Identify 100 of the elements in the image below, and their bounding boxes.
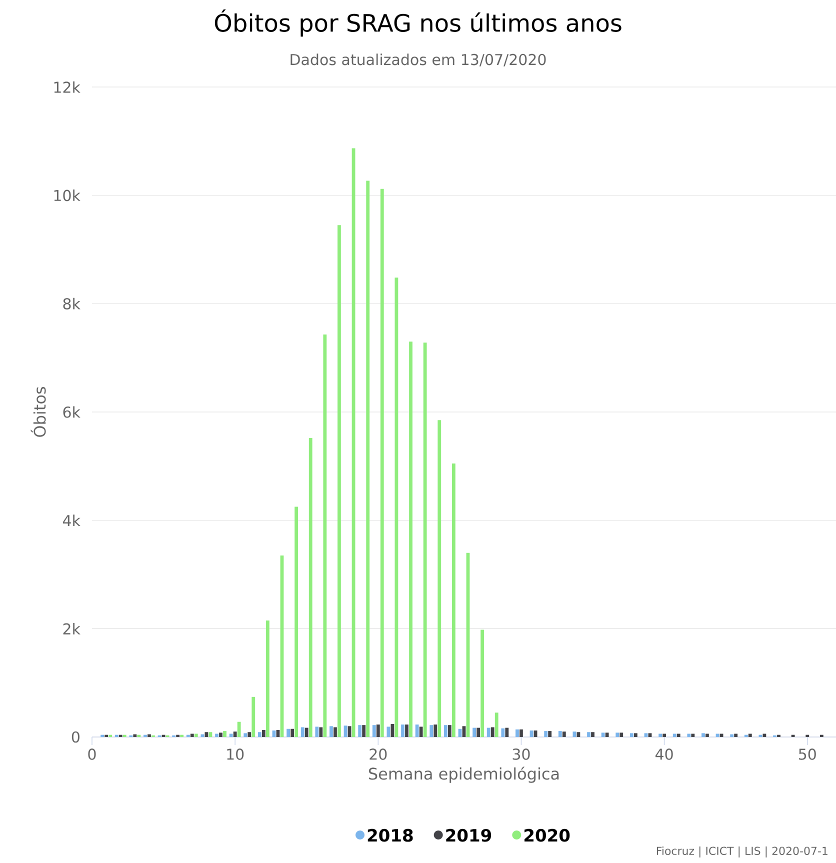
x-axis-title: Semana epidemiológica [368,766,559,783]
bar [630,733,634,737]
x-tick-label: 30 [512,748,530,760]
bar [430,725,434,737]
bar [706,734,709,737]
bar [734,734,738,737]
bar [544,731,548,737]
bar [358,725,362,737]
bar [208,732,212,737]
bar [494,712,498,737]
bar [362,725,366,737]
y-tick-label: 12k [54,81,80,93]
bar [204,732,208,737]
bar [219,732,222,737]
bar [237,722,241,737]
bar [520,729,523,737]
chart-subtitle: Dados atualizados em 13/07/2020 [290,54,546,66]
bar [244,733,248,737]
bar [229,734,233,737]
bar [648,733,652,737]
bar [415,724,419,737]
bar [348,726,352,737]
bar [748,734,752,737]
bar [505,728,509,737]
bar [601,732,605,737]
bar [258,732,262,737]
bar [452,463,456,737]
bar [194,734,198,737]
bar [133,734,137,737]
bar [215,734,218,737]
bar [687,734,691,737]
bar [720,734,724,737]
bar [448,725,452,737]
bar [290,728,294,737]
bar [444,725,448,737]
bar [323,334,327,737]
bar [472,728,476,737]
bar [330,726,333,737]
bar [223,731,226,737]
y-axis-title: Óbitos [30,386,46,437]
bar [672,734,676,737]
bar [315,726,319,737]
bar [548,731,552,737]
bar [252,696,256,737]
bar [644,733,648,737]
bar [691,734,695,737]
bar [702,733,705,737]
bar [294,506,298,737]
bar [338,225,341,737]
bar [480,630,484,737]
bar [148,734,151,737]
bar [662,734,666,737]
bar [616,732,620,737]
bar [405,724,408,737]
bar [587,732,590,737]
bar [605,732,609,737]
bar [401,724,404,737]
bar [576,732,580,737]
bar [233,732,237,737]
bar [558,731,562,737]
bar [434,724,438,737]
bar [462,726,466,737]
x-tick-label: 0 [88,748,96,760]
bar [409,342,412,737]
bar [423,342,427,737]
bar [676,734,680,737]
bar [501,728,505,737]
bar [591,732,594,737]
legend-label: 2020 [524,828,570,842]
y-tick-label: 2k [63,622,80,634]
bar [438,420,442,737]
bar [516,729,519,737]
bar [476,728,480,737]
bar [308,438,312,737]
bar [730,734,734,737]
bar [300,727,304,737]
x-tick-label: 40 [655,748,673,760]
bar [380,188,384,737]
bar [266,620,270,737]
bar [486,728,490,737]
x-tick-label: 20 [370,748,387,760]
bar [319,727,323,737]
bar [304,728,308,737]
x-tick-label: 10 [227,748,244,760]
bar [366,180,370,737]
x-tick-label: 50 [798,748,816,760]
y-tick-label: 8k [63,298,80,310]
bar [334,727,337,737]
y-tick-label: 0 [72,731,80,743]
bar [376,724,380,737]
bar [419,726,423,737]
bar [658,734,662,737]
y-tick-label: 10k [54,190,80,202]
bar [634,733,638,737]
legend-label: 2019 [446,828,492,842]
bar [716,734,720,737]
bar [620,732,624,737]
text: Fiocruz | ICICT | LIS | 2020-07-1 [656,846,828,858]
bar [190,734,194,737]
y-tick-label: 4k [62,514,80,526]
